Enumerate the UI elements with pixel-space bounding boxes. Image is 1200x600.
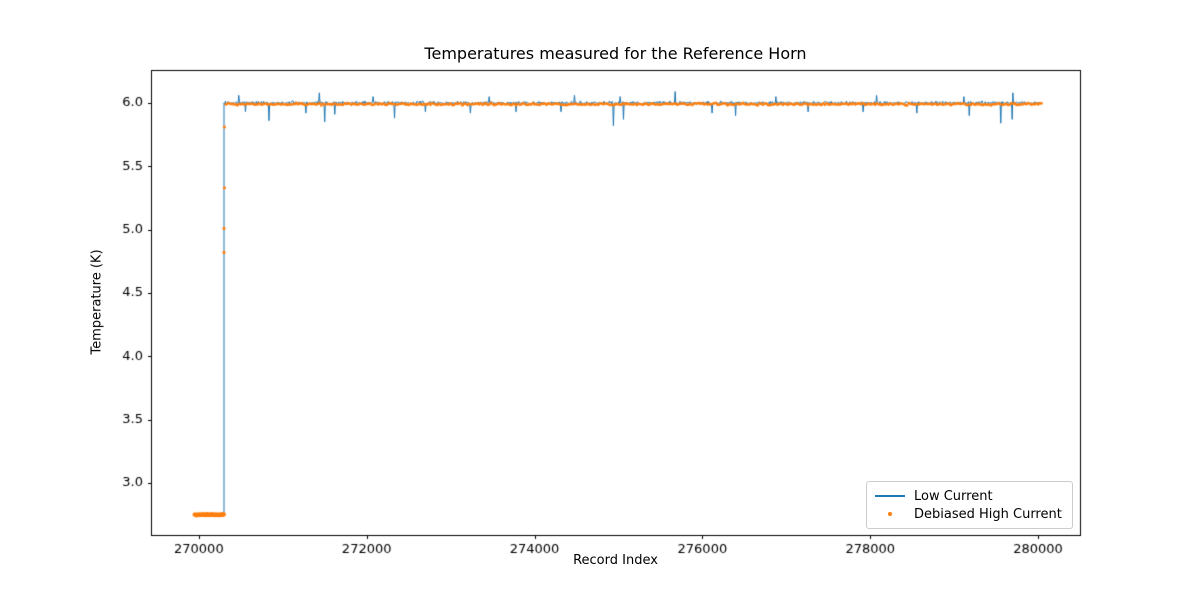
legend-label-low-current: Low Current [914,488,993,504]
y-axis-label: Temperature (K) [89,249,105,355]
chart-title: Temperatures measured for the Reference … [424,44,807,63]
legend-entry-debiased-high-current: Debiased High Current [875,505,1064,523]
legend-label-debiased-high-current: Debiased High Current [914,506,1062,522]
x-axis-label: Record Index [573,553,658,568]
legend: Low Current Debiased High Current [866,481,1073,529]
debiased-high-current-dot-swatch [875,512,905,516]
low-current-line-swatch [875,495,905,497]
legend-entry-low-current: Low Current [875,487,1064,505]
